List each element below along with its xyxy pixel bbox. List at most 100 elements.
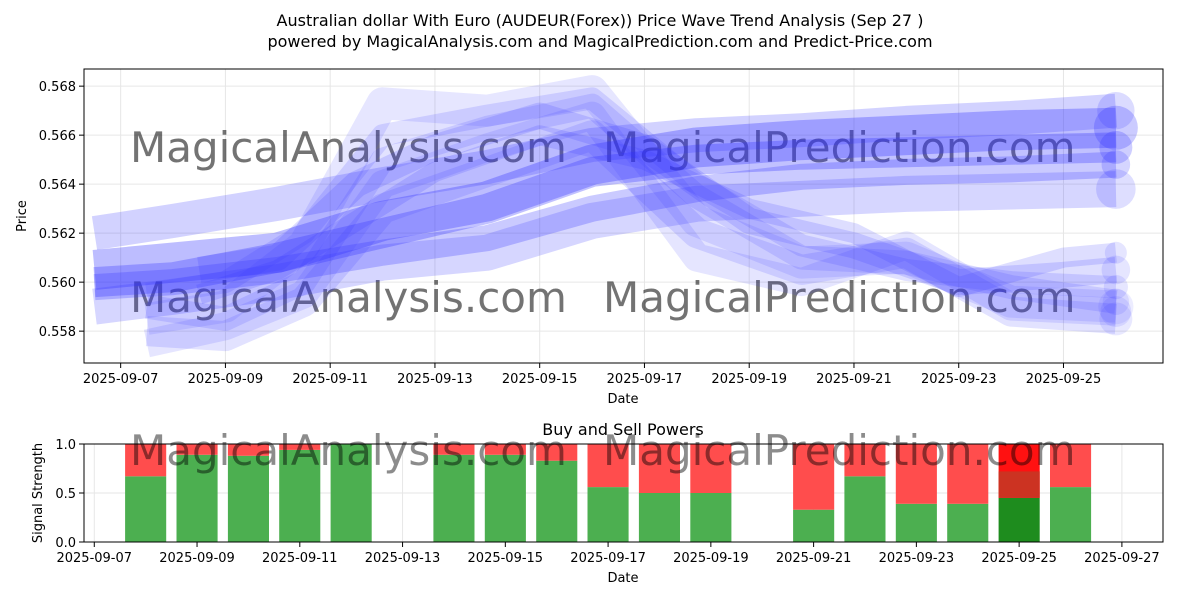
price-wave-line-10 <box>145 120 1117 352</box>
figure-title-line2: powered by MagicalAnalysis.com and Magic… <box>267 32 932 51</box>
price-wave-line-9 <box>145 87 1117 306</box>
price-x-tick-label: 2025-09-11 <box>292 372 368 387</box>
price-x-tick-label: 2025-09-21 <box>816 372 892 387</box>
price-wave-end-point <box>1100 296 1132 327</box>
buy-bar <box>844 476 886 542</box>
buy-bar <box>998 497 1040 542</box>
price-wave-end-point <box>1102 288 1130 315</box>
buy-sell-x-tick-label: 2025-09-13 <box>365 551 441 566</box>
price-wave-line-7 <box>144 75 1117 335</box>
price-y-axis-label: Price <box>15 200 30 232</box>
sell-bar <box>1050 444 1092 488</box>
sell-bar <box>484 444 526 455</box>
price-plot-frame <box>83 68 1164 364</box>
buy-sell-x-tick-label: 2025-09-17 <box>570 551 646 566</box>
buy-bar <box>433 454 475 542</box>
buy-sell-y-tick-label: 0.5 <box>55 487 76 502</box>
buy-sell-x-tick-label: 2025-09-11 <box>262 551 338 566</box>
price-wave-line-5 <box>92 171 1117 325</box>
sell-bar <box>536 444 578 461</box>
buy-bar <box>895 503 937 542</box>
buy-sell-y-tick-label: 0.0 <box>55 536 76 551</box>
sell-bar <box>125 444 167 477</box>
price-x-tick-label: 2025-09-15 <box>502 372 578 387</box>
buy-sell-x-tick-label: 2025-09-09 <box>159 551 235 566</box>
buy-sell-title: Buy and Sell Powers <box>542 420 704 439</box>
price-y-tick-label: 0.568 <box>39 80 76 95</box>
price-wave-line-6 <box>145 93 1118 331</box>
watermark-mid-left: MagicalAnalysis.com <box>130 273 567 322</box>
buy-bar <box>638 493 680 542</box>
price-wave-line-11 <box>197 102 1118 296</box>
buy-bar <box>279 449 321 542</box>
price-wave-line-1 <box>92 107 1117 290</box>
price-series <box>91 75 1138 358</box>
sell-bar <box>227 444 269 456</box>
figure-title-line1: Australian dollar With Euro (AUDEUR(Fore… <box>277 11 924 30</box>
sell-bar <box>947 444 989 504</box>
price-x-tick-label: 2025-09-25 <box>1026 372 1102 387</box>
buy-sell-x-ticks: 2025-09-07 2025-09-09 2025-09-11 2025-09-13… <box>56 542 1160 566</box>
price-wave-end-point <box>1096 169 1136 209</box>
watermark-bottom-right: MagicalPrediction.com <box>603 426 1076 475</box>
price-y-tick-label: 0.564 <box>39 178 76 193</box>
buy-bar <box>125 476 167 542</box>
price-wave-line-8 <box>143 101 1117 358</box>
sell-bar <box>793 444 835 510</box>
buy-bar <box>690 493 732 542</box>
buy-sell-x-tick-label: 2025-09-25 <box>981 551 1057 566</box>
buy-bar <box>176 454 218 542</box>
sell-bar <box>279 444 321 450</box>
sell-bar <box>176 444 218 455</box>
price-y-tick-label: 0.560 <box>39 276 76 291</box>
price-wave-line-3 <box>91 93 1118 250</box>
buy-bar <box>793 509 835 542</box>
buy-sell-chart: Buy and Sell Powers MagicalAnalysis.com … <box>31 420 1164 586</box>
buy-sell-x-tick-label: 2025-09-15 <box>468 551 544 566</box>
buy-bar <box>330 444 372 542</box>
price-wave-end-point <box>1101 150 1131 179</box>
highlight-mid-bar <box>998 471 1040 498</box>
price-wave-end-point <box>1099 130 1133 164</box>
price-wave-line-2 <box>93 132 1117 298</box>
watermark-mid-right: MagicalPrediction.com <box>603 273 1076 322</box>
price-wave-end-point <box>1099 302 1133 336</box>
buy-sell-bars <box>125 444 1092 542</box>
buy-sell-x-tick-label: 2025-09-27 <box>1084 551 1160 566</box>
price-y-ticks: 0.558 0.560 0.562 0.564 0.566 0.568 <box>39 80 84 340</box>
price-x-tick-label: 2025-09-17 <box>607 372 683 387</box>
sell-bar <box>895 444 937 504</box>
price-x-tick-label: 2025-09-13 <box>397 372 473 387</box>
buy-bar <box>587 487 629 542</box>
price-y-tick-label: 0.566 <box>39 129 76 144</box>
sell-bar <box>587 444 629 488</box>
buy-sell-x-tick-label: 2025-09-23 <box>879 551 955 566</box>
sell-bar <box>638 444 680 493</box>
price-x-tick-label: 2025-09-09 <box>188 372 264 387</box>
price-x-axis-label: Date <box>607 392 638 407</box>
buy-sell-y-axis-label: Signal Strength <box>31 443 46 543</box>
price-x-ticks: 2025-09-07 2025-09-09 2025-09-11 2025-09-13… <box>83 363 1101 387</box>
price-wave-line-4 <box>93 151 1117 301</box>
price-y-tick-label: 0.558 <box>39 325 76 340</box>
sell-bar <box>433 444 475 455</box>
buy-sell-y-tick-label: 1.0 <box>55 438 76 453</box>
buy-sell-x-tick-label: 2025-09-07 <box>56 551 132 566</box>
buy-sell-x-tick-label: 2025-09-19 <box>673 551 749 566</box>
price-wave-end-point <box>1098 289 1134 325</box>
price-x-tick-label: 2025-09-07 <box>83 372 159 387</box>
sell-bar <box>690 444 732 493</box>
watermark-bottom-left: MagicalAnalysis.com <box>130 426 567 475</box>
sell-bar <box>844 444 886 477</box>
price-wave-end-point <box>1104 241 1127 264</box>
price-plot-area <box>84 69 1163 363</box>
buy-sell-y-ticks: 0.0 0.5 1.0 <box>55 438 84 551</box>
buy-bar <box>227 455 269 542</box>
price-x-tick-label: 2025-09-19 <box>711 372 787 387</box>
buy-bar <box>1050 487 1092 542</box>
price-wave-end-point <box>1097 91 1135 130</box>
buy-bar <box>484 454 526 542</box>
buy-bar <box>536 460 578 542</box>
watermark-top-right: MagicalPrediction.com <box>603 123 1076 172</box>
